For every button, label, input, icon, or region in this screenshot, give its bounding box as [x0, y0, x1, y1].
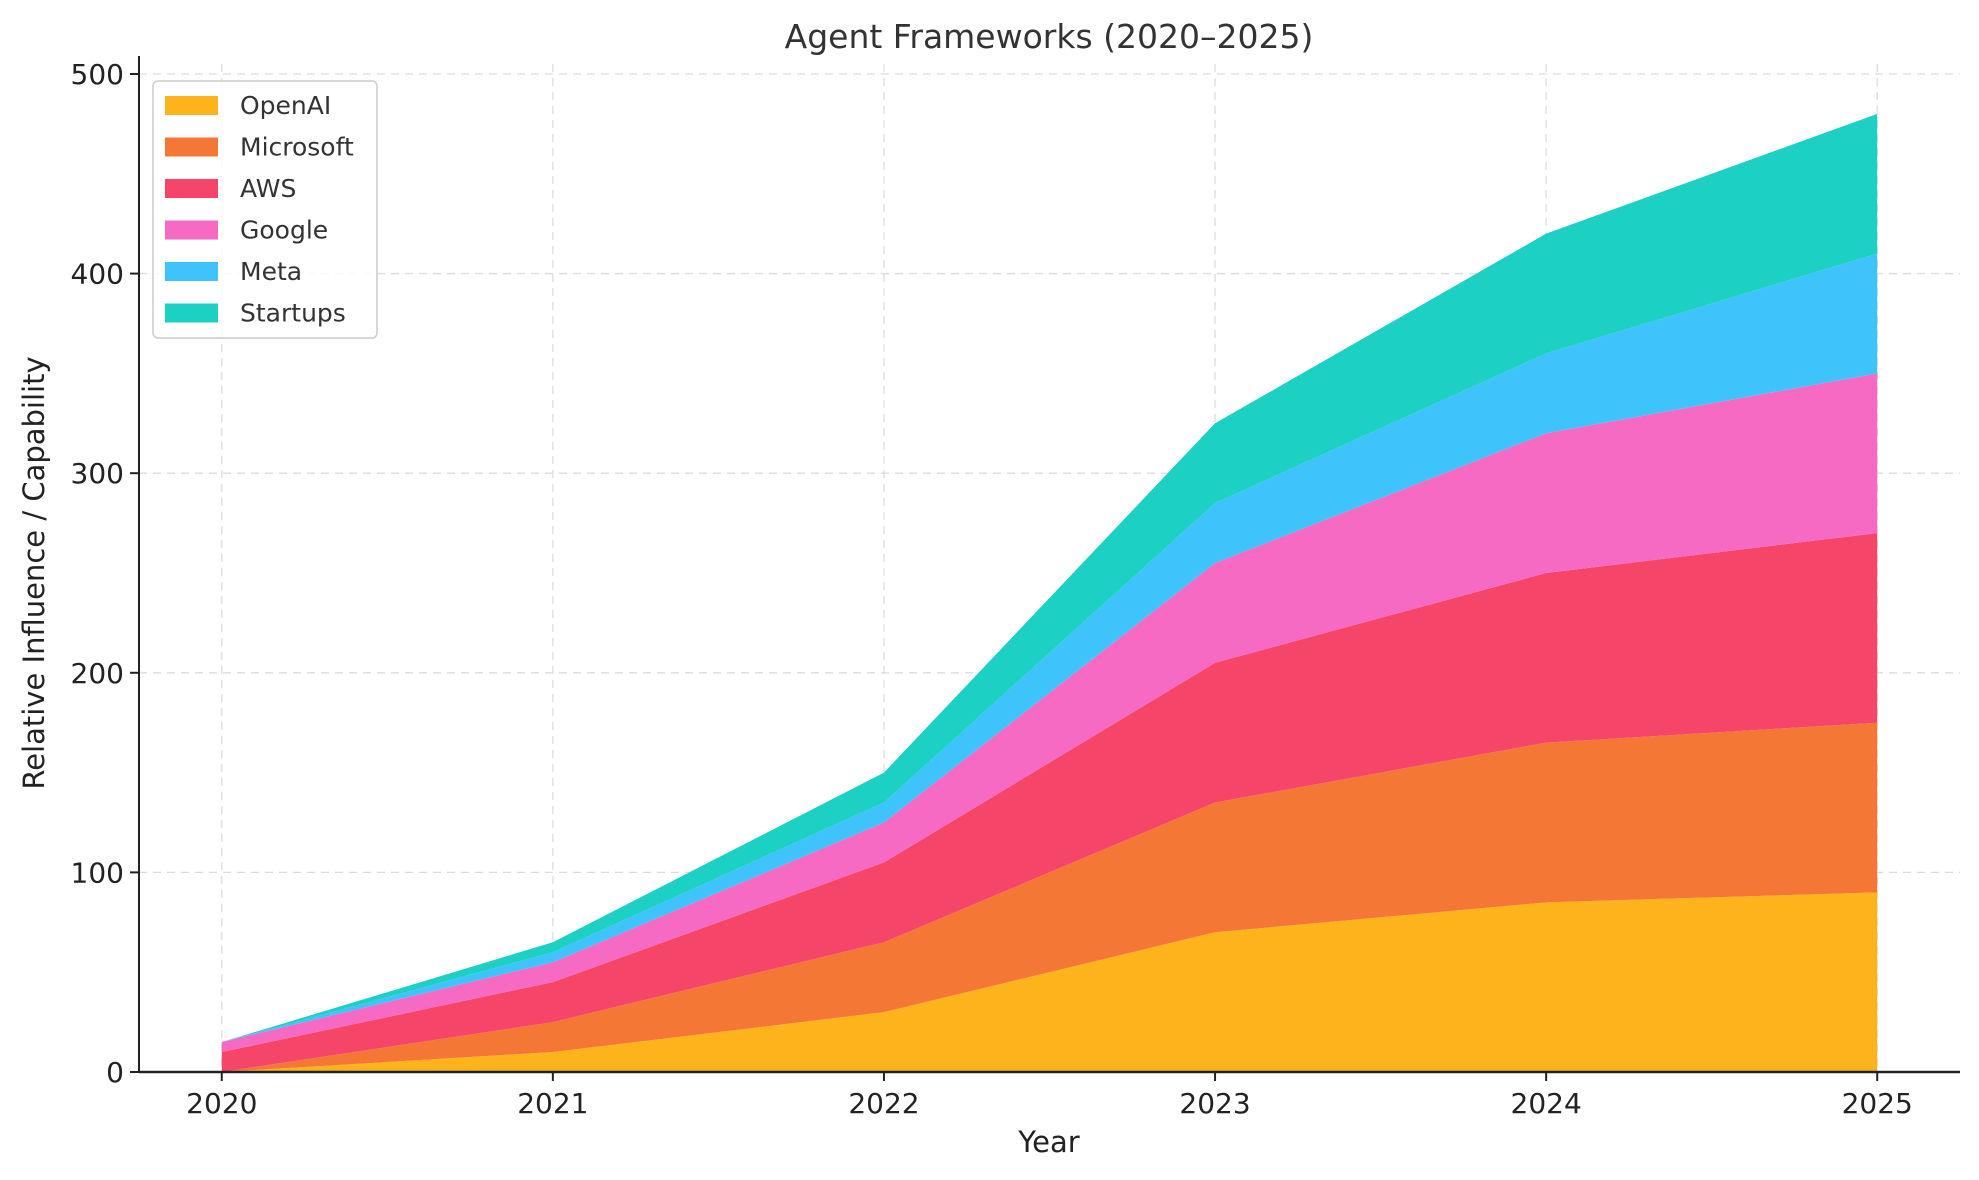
- axes: 2020 2021 2022 2023 2024 2025 0 100 200 300 400 500: [71, 56, 1960, 1120]
- legend-swatch: [165, 137, 218, 157]
- areas: [221, 113, 1878, 1072]
- y-tick-label: 300: [71, 457, 124, 490]
- x-tick-label: 2024: [1511, 1087, 1582, 1120]
- y-tick-label: 200: [71, 657, 124, 690]
- x-tick-label: 2025: [1842, 1087, 1913, 1120]
- y-tick-label: 400: [71, 258, 124, 291]
- legend: OpenAI Microsoft AWS Google Meta Startups: [152, 80, 378, 339]
- x-axis-label: Year: [1017, 1125, 1079, 1159]
- x-tick-label: 2022: [848, 1087, 919, 1120]
- legend-label: Microsoft: [240, 133, 354, 162]
- x-tick-label: 2021: [517, 1087, 588, 1120]
- y-tick-label: 0: [106, 1056, 124, 1089]
- y-tick-label: 500: [71, 58, 124, 91]
- area-google: [221, 373, 1878, 1053]
- y-axis-label: Relative Influence / Capability: [17, 356, 51, 789]
- legend-label: Google: [240, 216, 328, 245]
- y-tick-label: 100: [71, 856, 124, 889]
- area-meta: [221, 253, 1878, 1043]
- area-startups: [221, 113, 1878, 1043]
- legend-swatch: [165, 303, 218, 323]
- area-microsoft: [221, 722, 1878, 1072]
- x-tick-label: 2020: [186, 1087, 257, 1120]
- chart-title: Agent Frameworks (2020–2025): [785, 17, 1314, 56]
- legend-label: Meta: [240, 257, 302, 286]
- legend-label: OpenAI: [240, 91, 331, 120]
- legend-swatch: [165, 220, 218, 240]
- area-aws: [221, 533, 1878, 1072]
- area-openai: [221, 892, 1878, 1072]
- legend-label: Startups: [240, 299, 346, 328]
- legend-swatch: [165, 262, 218, 281]
- x-tick-label: 2023: [1179, 1087, 1250, 1120]
- legend-label: AWS: [240, 174, 296, 203]
- legend-swatch: [165, 96, 218, 115]
- legend-swatch: [165, 179, 218, 198]
